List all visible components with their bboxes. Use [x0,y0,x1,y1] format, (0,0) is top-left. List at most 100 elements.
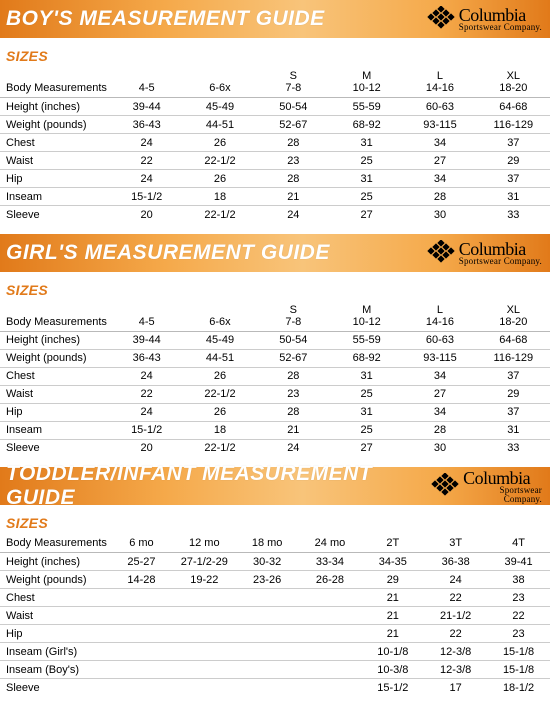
row-value: 64-68 [477,98,550,116]
row-label: Waist [0,152,110,170]
table-header-label: Body Measurements [0,302,110,332]
row-value: 34 [403,403,476,421]
row-value: 39-41 [487,553,550,571]
row-value: 22 [424,625,487,643]
row-value [173,589,236,607]
row-label: Chest [0,134,110,152]
brand-logo: Columbia Sportswear Company. [431,469,542,504]
row-value: 45-49 [183,331,256,349]
row-value: 44-51 [183,116,256,134]
row-value: 20 [110,439,183,457]
row-value: 31 [477,421,550,439]
row-value: 15-1/2 [361,679,424,697]
row-value: 28 [403,188,476,206]
row-value: 26-28 [299,571,362,589]
row-value: 28 [257,170,330,188]
logo-tagline: Sportswear Company. [463,486,542,504]
table-header-size: 24 mo [299,535,362,553]
row-value: 37 [477,170,550,188]
sizes-heading: SIZES [0,272,550,302]
row-value [110,679,173,697]
brand-logo: Columbia Sportswear Company. [427,240,542,266]
row-value: 34-35 [361,553,424,571]
row-label: Chest [0,589,110,607]
row-value: 26 [183,134,256,152]
row-value: 21 [257,421,330,439]
table-header-size: L14-16 [403,302,476,332]
row-value: 10-3/8 [361,661,424,679]
row-value: 24 [257,439,330,457]
brand-logo: Columbia Sportswear Company. [427,6,542,32]
table-header-size: 6-6x [183,302,256,332]
row-value: 116-129 [477,116,550,134]
row-value [299,589,362,607]
table-row: Chest242628313437 [0,367,550,385]
row-value [110,661,173,679]
row-value: 34 [403,367,476,385]
row-value [110,589,173,607]
row-value: 68-92 [330,349,403,367]
table-header-size: M10-12 [330,68,403,98]
row-value: 37 [477,134,550,152]
logo-name: Columbia [459,240,542,258]
table-row: Inseam (Girl's)10-1/812-3/815-1/8 [0,643,550,661]
row-value [173,607,236,625]
row-value [236,607,299,625]
row-label: Inseam [0,188,110,206]
row-value: 55-59 [330,98,403,116]
row-value: 18 [183,421,256,439]
table-row: Inseam (Boy's)10-3/812-3/815-1/8 [0,661,550,679]
measurement-section: TODDLER/INFANT MEASUREMENT GUIDE Columbi… [0,467,550,707]
row-value: 52-67 [257,116,330,134]
row-label: Hip [0,170,110,188]
row-value: 31 [330,367,403,385]
weave-icon [431,473,459,499]
row-label: Hip [0,625,110,643]
row-label: Weight (pounds) [0,571,110,589]
row-value: 14-28 [110,571,173,589]
section-banner: BOY'S MEASUREMENT GUIDE Columbia Sportsw… [0,0,550,38]
row-value [173,643,236,661]
row-value: 55-59 [330,331,403,349]
table-row: Chest212223 [0,589,550,607]
row-value: 23 [487,625,550,643]
table-row: Sleeve2022-1/224273033 [0,439,550,457]
row-value: 24 [110,134,183,152]
table-row: Sleeve15-1/21718-1/2 [0,679,550,697]
row-value: 24 [424,571,487,589]
table-row: Weight (pounds)36-4344-5152-6768-9293-11… [0,116,550,134]
size-table: Body Measurements4-56-6xS7-8M10-12L14-16… [0,68,550,224]
table-header-size: XL18-20 [477,68,550,98]
table-row: Height (inches)25-2727-1/2-2930-3233-343… [0,553,550,571]
table-row: Sleeve2022-1/224273033 [0,206,550,224]
measurement-section: BOY'S MEASUREMENT GUIDE Columbia Sportsw… [0,0,550,234]
row-value: 10-1/8 [361,643,424,661]
row-value: 34 [403,170,476,188]
row-value: 29 [477,152,550,170]
row-value: 37 [477,403,550,421]
table-header-label: Body Measurements [0,68,110,98]
row-value: 44-51 [183,349,256,367]
row-value: 37 [477,367,550,385]
row-value: 24 [110,170,183,188]
row-value: 27 [403,385,476,403]
row-value: 60-63 [403,331,476,349]
row-value: 29 [361,571,424,589]
row-value: 23 [257,152,330,170]
row-value: 39-44 [110,331,183,349]
row-value [299,643,362,661]
row-value [173,661,236,679]
row-label: Height (inches) [0,553,110,571]
table-row: Weight (pounds)14-2819-2223-2626-2829243… [0,571,550,589]
table-row: Inseam15-1/21821252831 [0,188,550,206]
row-label: Waist [0,385,110,403]
row-value: 31 [330,170,403,188]
table-header-size: 4-5 [110,302,183,332]
table-header-size: 3T [424,535,487,553]
row-value: 25-27 [110,553,173,571]
row-value [299,679,362,697]
row-value: 19-22 [173,571,236,589]
row-value: 36-38 [424,553,487,571]
row-value: 31 [330,403,403,421]
row-label: Inseam (Boy's) [0,661,110,679]
